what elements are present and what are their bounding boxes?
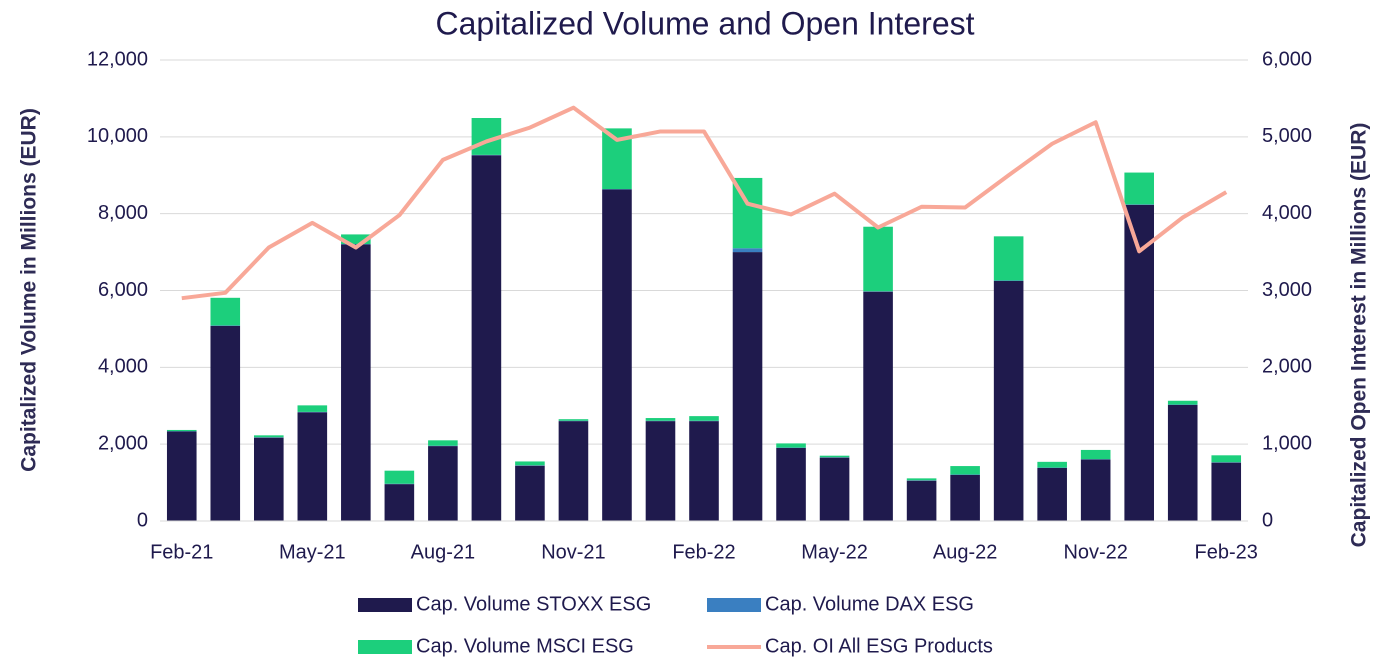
y-tick-label: 12,000 <box>87 48 148 70</box>
bar <box>515 465 545 521</box>
y2-tick-label: 5,000 <box>1262 125 1312 147</box>
bar <box>471 155 502 522</box>
bar <box>993 280 1024 521</box>
bar <box>166 429 197 432</box>
bar <box>384 470 415 484</box>
bar <box>950 466 980 475</box>
x-tick-label: Feb-23 <box>1195 541 1258 563</box>
y2-axis-title: Capitalized Open Interest in Millions (E… <box>1348 123 1371 548</box>
bar <box>341 244 371 521</box>
bar <box>863 226 893 292</box>
legend-swatch <box>358 598 412 612</box>
y-tick-label: 10,000 <box>87 125 148 147</box>
bar <box>1037 467 1067 521</box>
bar <box>689 416 719 421</box>
bar <box>558 421 589 521</box>
bar <box>515 461 545 466</box>
legend-label: Cap. Volume MSCI ESG <box>416 635 634 657</box>
y2-tick-label: 4,000 <box>1262 202 1312 224</box>
bar <box>819 457 850 521</box>
bar <box>1211 455 1242 463</box>
y2-tick-label: 6,000 <box>1262 48 1312 70</box>
bar <box>776 443 806 448</box>
bar <box>1124 172 1154 205</box>
bar <box>1167 404 1198 521</box>
bar <box>210 325 241 521</box>
bar <box>1124 204 1154 522</box>
x-tick-label: Nov-21 <box>541 541 605 563</box>
bar <box>819 455 850 458</box>
bar <box>558 419 589 421</box>
x-tick-label: May-22 <box>801 541 868 563</box>
bar <box>906 480 937 521</box>
bar <box>732 248 763 253</box>
bar <box>254 435 284 438</box>
x-tick-label: Aug-22 <box>933 541 998 563</box>
y2-tick-label: 3,000 <box>1262 279 1312 301</box>
x-tick-label: Aug-21 <box>411 541 476 563</box>
y2-tick-label: 1,000 <box>1262 432 1312 454</box>
bar <box>689 421 719 521</box>
y-tick-label: 2,000 <box>98 432 148 454</box>
bar <box>1080 459 1111 521</box>
bar <box>1080 449 1111 460</box>
bar <box>297 405 328 412</box>
bar <box>863 291 893 521</box>
y-tick-label: 6,000 <box>98 279 148 301</box>
bar <box>993 236 1024 281</box>
bar <box>166 431 197 521</box>
bar <box>950 474 980 521</box>
y-tick-label: 0 <box>137 509 148 531</box>
y-tick-label: 8,000 <box>98 202 148 224</box>
bar <box>732 252 763 522</box>
legend-label: Cap. OI All ESG Products <box>765 635 993 657</box>
bar <box>297 412 328 521</box>
chart-title: Capitalized Volume and Open Interest <box>436 5 975 41</box>
legend-label: Cap. Volume DAX ESG <box>765 593 974 615</box>
bar <box>428 440 458 446</box>
bar <box>645 418 676 421</box>
legend-label: Cap. Volume STOXX ESG <box>416 593 651 615</box>
line <box>181 105 1228 301</box>
x-tick-label: Feb-21 <box>150 541 213 563</box>
legend-swatch <box>707 598 761 612</box>
x-tick-label: May-21 <box>279 541 346 563</box>
bar <box>645 421 676 521</box>
x-tick-label: Feb-22 <box>672 541 735 563</box>
y-axis-title: Capitalized Volume in Millions (EUR) <box>18 108 41 472</box>
bar <box>1037 461 1067 468</box>
bar <box>384 484 415 521</box>
bar <box>1167 400 1198 405</box>
y2-tick-label: 2,000 <box>1262 356 1312 378</box>
legend-swatch <box>358 640 412 654</box>
bar <box>210 297 241 326</box>
y2-tick-label: 0 <box>1262 509 1273 531</box>
bar <box>428 446 458 521</box>
x-tick-label: Nov-22 <box>1063 541 1127 563</box>
bar <box>341 234 371 245</box>
bar <box>254 437 284 521</box>
y-tick-label: 4,000 <box>98 356 148 378</box>
bar <box>602 189 632 521</box>
bar <box>1211 462 1242 521</box>
bar <box>776 448 806 521</box>
bar <box>906 478 937 481</box>
